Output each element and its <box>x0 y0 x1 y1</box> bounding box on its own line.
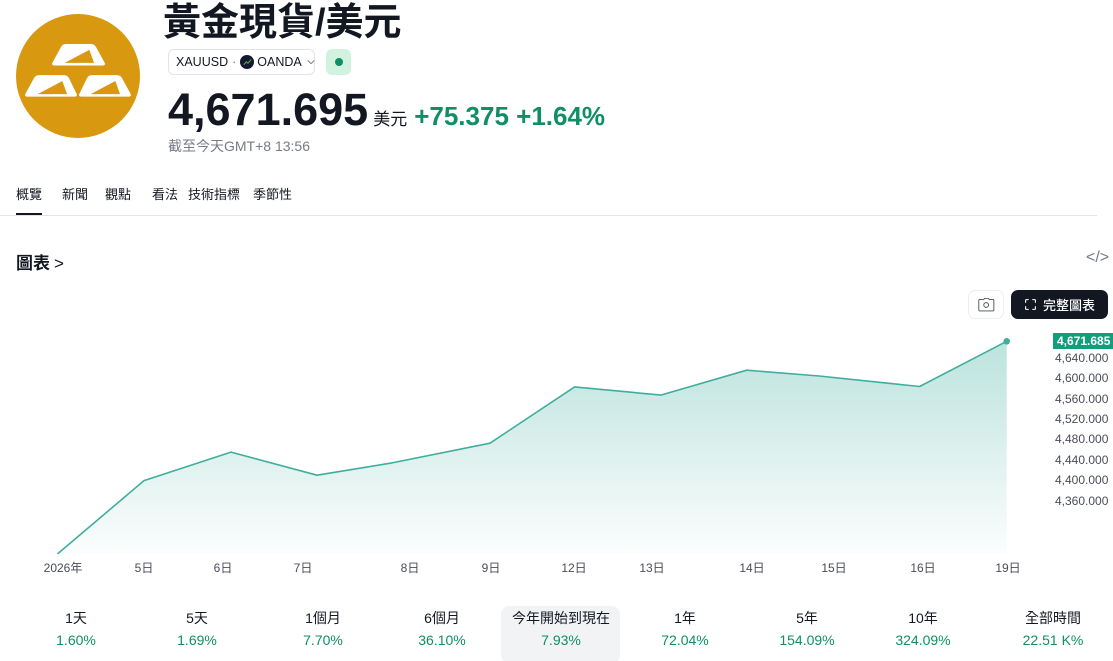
svg-text:12日: 12日 <box>561 561 586 575</box>
svg-text:4,360.000: 4,360.000 <box>1055 494 1109 508</box>
svg-text:4,600.000: 4,600.000 <box>1055 371 1109 385</box>
svg-text:6日: 6日 <box>214 561 233 575</box>
svg-text:4,520.000: 4,520.000 <box>1055 412 1109 426</box>
svg-text:4,640.000: 4,640.000 <box>1055 351 1109 365</box>
svg-text:9日: 9日 <box>482 561 501 575</box>
svg-text:7日: 7日 <box>294 561 313 575</box>
svg-text:4,560.000: 4,560.000 <box>1055 392 1109 406</box>
svg-text:14日: 14日 <box>739 561 764 575</box>
svg-text:5日: 5日 <box>135 561 154 575</box>
svg-text:4,400.000: 4,400.000 <box>1055 473 1109 487</box>
svg-text:4,440.000: 4,440.000 <box>1055 453 1109 467</box>
svg-text:2026年: 2026年 <box>44 561 83 575</box>
svg-text:4,671.685: 4,671.685 <box>1057 334 1111 348</box>
svg-text:4,480.000: 4,480.000 <box>1055 432 1109 446</box>
svg-text:13日: 13日 <box>639 561 664 575</box>
svg-text:19日: 19日 <box>995 561 1020 575</box>
svg-text:15日: 15日 <box>821 561 846 575</box>
svg-text:8日: 8日 <box>401 561 420 575</box>
svg-text:16日: 16日 <box>910 561 935 575</box>
